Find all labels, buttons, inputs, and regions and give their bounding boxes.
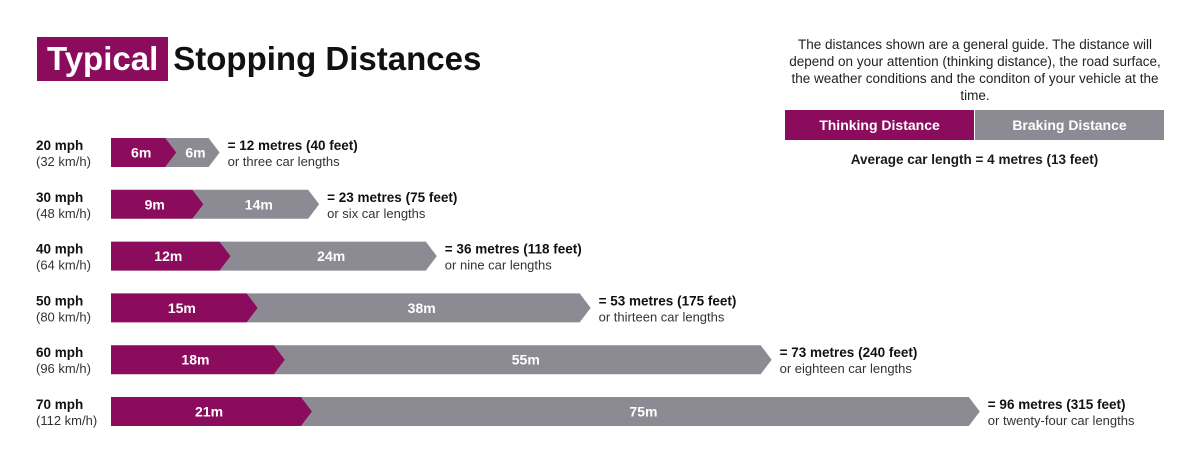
thinking-bar	[111, 138, 177, 167]
thinking-label: 15m	[168, 300, 196, 316]
speed-kmh-label: (96 km/h)	[36, 361, 91, 376]
speed-label: 20 mph	[36, 138, 83, 153]
braking-bar	[246, 293, 591, 323]
speed-kmh-label: (32 km/h)	[36, 154, 91, 169]
car-lengths-label: or thirteen car lengths	[599, 309, 725, 324]
thinking-bar	[111, 345, 285, 375]
speed-kmh-label: (80 km/h)	[36, 309, 91, 324]
braking-bar	[192, 189, 320, 219]
title-rest: Stopping Distances	[173, 40, 482, 77]
braking-label: 55m	[512, 352, 540, 368]
braking-label: 75m	[629, 404, 657, 420]
car-lengths-label: or nine car lengths	[445, 258, 552, 273]
thinking-label: 6m	[131, 145, 151, 161]
page-title: Typical Stopping Distances	[37, 37, 481, 81]
thinking-bar	[111, 397, 313, 426]
title-highlight: Typical	[37, 37, 169, 81]
speed-label: 60 mph	[36, 345, 83, 360]
total-label: = 53 metres (175 feet)	[599, 293, 737, 308]
thinking-label: 21m	[195, 404, 223, 420]
braking-bar	[219, 241, 437, 271]
speed-label: 40 mph	[36, 242, 83, 257]
average-car-length: Average car length = 4 metres (13 feet)	[850, 152, 1099, 167]
total-label: = 23 metres (75 feet)	[327, 190, 457, 205]
speed-label: 30 mph	[36, 190, 83, 205]
car-lengths-label: or twenty-four car lengths	[988, 413, 1135, 428]
braking-label: 14m	[245, 196, 273, 212]
guide-note: The distances shown are a general guide.…	[789, 37, 1161, 103]
braking-bar	[273, 345, 772, 375]
speed-kmh-label: (64 km/h)	[36, 258, 91, 273]
car-lengths-label: or three car lengths	[228, 154, 341, 169]
speed-label: 50 mph	[36, 293, 83, 308]
total-label: = 12 metres (40 feet)	[228, 138, 358, 153]
thinking-label: 9m	[145, 196, 165, 212]
braking-bar	[165, 138, 220, 167]
thinking-label: 12m	[154, 248, 182, 264]
braking-label: 24m	[317, 248, 345, 264]
car-lengths-label: or eighteen car lengths	[780, 361, 913, 376]
car-lengths-label: or six car lengths	[327, 206, 426, 221]
legend-thinking: Thinking Distance	[785, 110, 974, 140]
braking-label: 6m	[185, 145, 205, 161]
total-label: = 96 metres (315 feet)	[988, 397, 1126, 412]
thinking-label: 18m	[181, 352, 209, 368]
legend: Thinking Distance Braking Distance	[785, 110, 1164, 140]
total-label: = 36 metres (118 feet)	[445, 242, 582, 257]
braking-bar	[301, 397, 980, 426]
thinking-bar	[111, 293, 258, 323]
total-label: = 73 metres (240 feet)	[780, 345, 918, 360]
thinking-bar	[111, 241, 231, 271]
thinking-bar	[111, 189, 204, 219]
speed-label: 70 mph	[36, 397, 83, 412]
speed-kmh-label: (112 km/h)	[36, 413, 97, 428]
speed-kmh-label: (48 km/h)	[36, 206, 91, 221]
braking-label: 38m	[408, 300, 436, 316]
legend-braking: Braking Distance	[975, 110, 1164, 140]
